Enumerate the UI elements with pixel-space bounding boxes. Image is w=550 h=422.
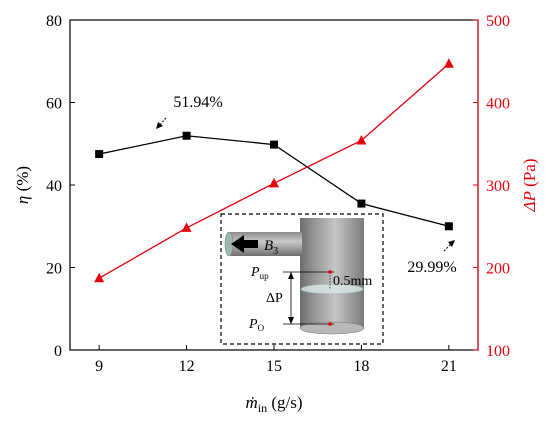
series-1-point	[181, 222, 192, 232]
y-left-tick-label: 80	[46, 13, 62, 30]
annotation-min-arrowhead	[448, 240, 455, 247]
x-tick-label: 12	[179, 358, 195, 375]
annotation-peak: 51.94%	[156, 94, 223, 129]
series-0-point	[444, 222, 453, 231]
inset-dp-arrow-down	[288, 317, 294, 324]
y-right-axis-label: ΔP (Pa)	[520, 159, 539, 213]
series-layer	[94, 58, 454, 283]
annotation-min-label: 29.99%	[407, 259, 456, 276]
y-left-tick-label: 20	[46, 261, 62, 278]
inset-label-pup-main: P	[250, 265, 260, 280]
y-right-tick-label: 300	[486, 178, 510, 195]
x-axis-symbol: ṁ	[245, 393, 257, 412]
inset-label-po: PO	[248, 317, 265, 333]
inset-flow-arrow	[231, 235, 258, 253]
x-tick-label: 18	[353, 358, 369, 375]
y-right-tick-label: 400	[486, 96, 510, 113]
inset-pup-point	[328, 270, 332, 274]
x-axis-ticks: 9 12 15 18 21	[95, 345, 457, 375]
y-right-axis-ticks: 100 200 300 400 500	[473, 13, 510, 360]
inset-label-po-sub: O	[258, 323, 265, 333]
y-right-tick-label: 200	[486, 261, 510, 278]
inset-pipe-bottom	[299, 321, 365, 335]
inset-pipe-section	[300, 283, 364, 295]
y-right-axis-symbol: ΔP	[520, 191, 539, 212]
inset-main-pipe	[300, 218, 364, 328]
inset-label-b-sub: 3	[273, 246, 278, 257]
series-0-point	[95, 150, 104, 159]
x-tick-label: 9	[95, 358, 103, 375]
inset-label-b-main: B	[264, 238, 273, 254]
y-right-axis-unit: (Pa)	[520, 159, 539, 192]
x-axis-subscript: in	[258, 401, 267, 415]
annotation-peak-label: 51.94%	[173, 94, 222, 111]
series-0-point	[270, 140, 278, 149]
series-1-point	[269, 177, 279, 188]
y-right-tick-label: 500	[486, 13, 510, 30]
x-axis-label: ṁin (g/s)	[245, 393, 302, 415]
y-left-tick-label: 40	[46, 178, 62, 195]
y-left-tick-label: 60	[46, 96, 62, 113]
series-1-point	[356, 134, 367, 145]
inset-label-gap: 0.5mm	[333, 274, 372, 289]
x-tick-label: 21	[441, 358, 457, 375]
annotation-min-arrow	[443, 242, 453, 252]
y-left-tick-label: 0	[54, 343, 62, 360]
series-1-point	[94, 272, 105, 283]
inset-po-point	[328, 322, 332, 326]
series-0-point	[182, 131, 191, 140]
y-left-axis-label: η (%)	[13, 166, 32, 204]
y-left-axis-symbol: η	[13, 196, 32, 204]
inset-label-dp: ΔP	[266, 291, 283, 306]
inset-label-b: B3	[264, 238, 278, 257]
x-axis-unit: (g/s)	[267, 393, 302, 412]
x-tick-label: 15	[266, 358, 282, 375]
inset-dp-arrow-up	[288, 272, 294, 279]
series-0-point	[357, 199, 366, 208]
inset-diagram: B3 Pup PO ΔP 0.5mm	[220, 213, 384, 345]
y-left-axis-unit: (%)	[13, 166, 32, 196]
inset-label-pup-sub: up	[260, 271, 270, 281]
y-right-tick-label: 100	[486, 343, 510, 360]
series-1-point	[443, 58, 454, 68]
y-left-axis-ticks: 0 20 40 60 80	[46, 13, 75, 360]
annotation-min: 29.99%	[407, 240, 457, 276]
annotation-peak-arrowhead	[156, 122, 163, 129]
inset-label-po-main: P	[248, 317, 258, 332]
inset-label-pup: Pup	[250, 265, 269, 281]
